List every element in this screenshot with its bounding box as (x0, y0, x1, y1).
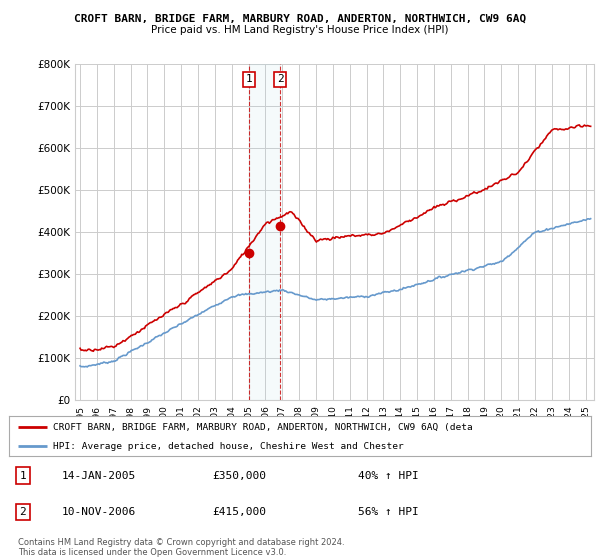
Text: 2: 2 (277, 74, 283, 85)
Text: 1: 1 (19, 471, 26, 481)
Text: 2: 2 (19, 507, 26, 517)
Text: HPI: Average price, detached house, Cheshire West and Chester: HPI: Average price, detached house, Ches… (53, 442, 403, 451)
Text: £415,000: £415,000 (212, 507, 266, 517)
Text: Price paid vs. HM Land Registry's House Price Index (HPI): Price paid vs. HM Land Registry's House … (151, 25, 449, 35)
Text: 56% ↑ HPI: 56% ↑ HPI (358, 507, 419, 517)
Text: 10-NOV-2006: 10-NOV-2006 (61, 507, 136, 517)
Text: 40% ↑ HPI: 40% ↑ HPI (358, 471, 419, 481)
Bar (249, 64, 280, 400)
Text: This data is licensed under the Open Government Licence v3.0.: This data is licensed under the Open Gov… (18, 548, 286, 557)
Text: CROFT BARN, BRIDGE FARM, MARBURY ROAD, ANDERTON, NORTHWICH, CW9 6AQ: CROFT BARN, BRIDGE FARM, MARBURY ROAD, A… (74, 14, 526, 24)
Text: CROFT BARN, BRIDGE FARM, MARBURY ROAD, ANDERTON, NORTHWICH, CW9 6AQ (deta: CROFT BARN, BRIDGE FARM, MARBURY ROAD, A… (53, 423, 472, 432)
Text: £350,000: £350,000 (212, 471, 266, 481)
Text: 1: 1 (246, 74, 253, 85)
Text: 14-JAN-2005: 14-JAN-2005 (61, 471, 136, 481)
Text: Contains HM Land Registry data © Crown copyright and database right 2024.: Contains HM Land Registry data © Crown c… (18, 538, 344, 547)
